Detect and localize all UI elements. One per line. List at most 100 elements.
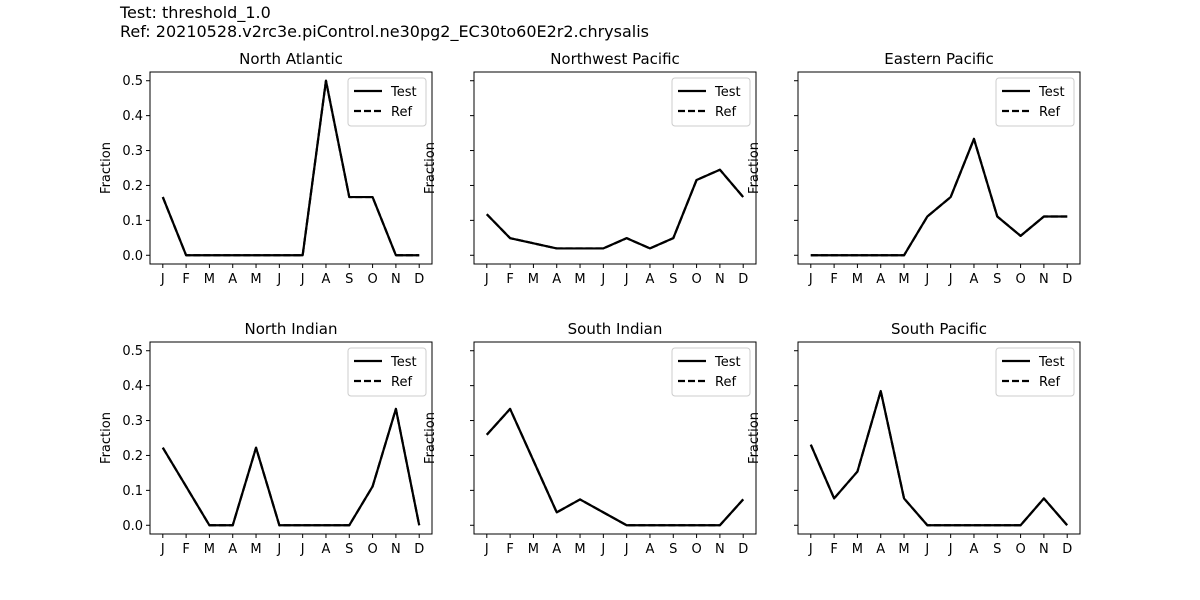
- x-tick-label: M: [852, 272, 863, 287]
- legend-label-test: Test: [390, 355, 417, 370]
- y-axis-label: Fraction: [99, 412, 114, 464]
- x-tick-label: S: [993, 272, 1001, 287]
- x-tick-label: N: [391, 272, 401, 287]
- x-tick-label: D: [1062, 542, 1072, 557]
- legend: Test Ref: [995, 77, 1075, 127]
- x-tick-label: N: [715, 542, 725, 557]
- x-tick-label: J: [924, 542, 929, 557]
- x-tick-label: O: [1015, 272, 1025, 287]
- x-tick-label: J: [948, 542, 953, 557]
- x-tick-label: O: [691, 542, 701, 557]
- panel-title: North Atlantic: [239, 50, 343, 68]
- x-tick-label: J: [808, 542, 813, 557]
- x-tick-label: J: [276, 272, 281, 287]
- y-tick-label: 0.5: [122, 74, 143, 89]
- x-tick-label: S: [345, 272, 353, 287]
- figure-header: Test: threshold_1.0 Ref: 20210528.v2rc3e…: [120, 3, 649, 41]
- x-tick-label: M: [574, 542, 585, 557]
- x-tick-label: A: [876, 542, 885, 557]
- legend-label-ref: Ref: [391, 105, 412, 120]
- x-tick-label: M: [528, 272, 539, 287]
- x-tick-label: D: [414, 542, 424, 557]
- y-tick-label: 0.5: [122, 344, 143, 359]
- x-tick-label: J: [600, 542, 605, 557]
- x-tick-label: A: [552, 272, 561, 287]
- x-tick-label: A: [228, 542, 237, 557]
- plot-frame: [149, 71, 433, 265]
- series-line-ref: [485, 407, 745, 527]
- x-tick-label: J: [600, 272, 605, 287]
- x-tick-label: M: [204, 272, 215, 287]
- plot-frame: [473, 341, 757, 535]
- panel-title: North Indian: [244, 320, 337, 338]
- y-axis-label: Fraction: [747, 412, 762, 464]
- panel-title: Eastern Pacific: [884, 50, 993, 68]
- x-tick-label: O: [691, 272, 701, 287]
- x-tick-label: F: [506, 272, 513, 287]
- x-tick-label: J: [624, 272, 629, 287]
- test-label: Test: threshold_1.0: [120, 3, 271, 22]
- series-line-test: [161, 79, 420, 257]
- legend-label-test: Test: [390, 85, 417, 100]
- legend: Test Ref: [995, 347, 1075, 397]
- legend-label-ref: Ref: [715, 105, 736, 120]
- series-line-ref: [486, 168, 745, 250]
- series-line-test: [810, 137, 1068, 257]
- series-line-ref: [809, 389, 1069, 527]
- x-tick-label: D: [1062, 272, 1072, 287]
- x-tick-label: O: [367, 272, 377, 287]
- legend-label-test: Test: [714, 85, 741, 100]
- y-axis-label: Fraction: [423, 142, 438, 194]
- x-tick-label: J: [160, 542, 165, 557]
- x-tick-label: M: [898, 272, 909, 287]
- x-tick-label: S: [669, 272, 677, 287]
- y-axis-label: Fraction: [99, 142, 114, 194]
- x-tick-label: N: [715, 272, 725, 287]
- x-tick-label: A: [970, 272, 979, 287]
- legend: Test Ref: [671, 347, 751, 397]
- legend: Test Ref: [347, 77, 427, 127]
- x-tick-label: J: [484, 272, 489, 287]
- x-tick-label: A: [228, 272, 237, 287]
- y-tick-label: 0.2: [122, 179, 143, 194]
- y-axis-label: Fraction: [747, 142, 762, 194]
- x-tick-label: D: [738, 542, 748, 557]
- plot-frame: [473, 71, 757, 265]
- x-tick-label: A: [876, 272, 885, 287]
- x-tick-label: J: [300, 542, 305, 557]
- x-tick-label: A: [646, 542, 655, 557]
- panel-title: Northwest Pacific: [550, 50, 680, 68]
- x-tick-label: S: [993, 542, 1001, 557]
- panel-title: South Pacific: [891, 320, 987, 338]
- x-tick-label: M: [528, 542, 539, 557]
- x-tick-label: J: [924, 272, 929, 287]
- y-tick-label: 0.3: [122, 144, 143, 159]
- x-tick-label: N: [1039, 542, 1049, 557]
- y-tick-label: 0.4: [122, 109, 143, 124]
- plot-frame: [149, 341, 433, 535]
- y-tick-label: 0.1: [122, 484, 143, 499]
- y-axis-label: Fraction: [423, 412, 438, 464]
- x-tick-label: M: [574, 272, 585, 287]
- x-tick-label: J: [300, 272, 305, 287]
- x-tick-label: F: [506, 542, 513, 557]
- x-tick-label: M: [852, 542, 863, 557]
- x-tick-label: J: [808, 272, 813, 287]
- x-tick-label: S: [345, 542, 353, 557]
- x-tick-label: J: [624, 542, 629, 557]
- legend-label-test: Test: [1038, 85, 1065, 100]
- x-tick-label: M: [250, 272, 261, 287]
- x-tick-label: F: [830, 272, 837, 287]
- x-tick-label: A: [646, 272, 655, 287]
- y-tick-label: 0.0: [122, 249, 143, 264]
- x-tick-label: J: [160, 272, 165, 287]
- x-tick-label: A: [322, 542, 331, 557]
- x-tick-label: F: [182, 272, 189, 287]
- x-tick-label: O: [1015, 542, 1025, 557]
- legend-label-test: Test: [714, 355, 741, 370]
